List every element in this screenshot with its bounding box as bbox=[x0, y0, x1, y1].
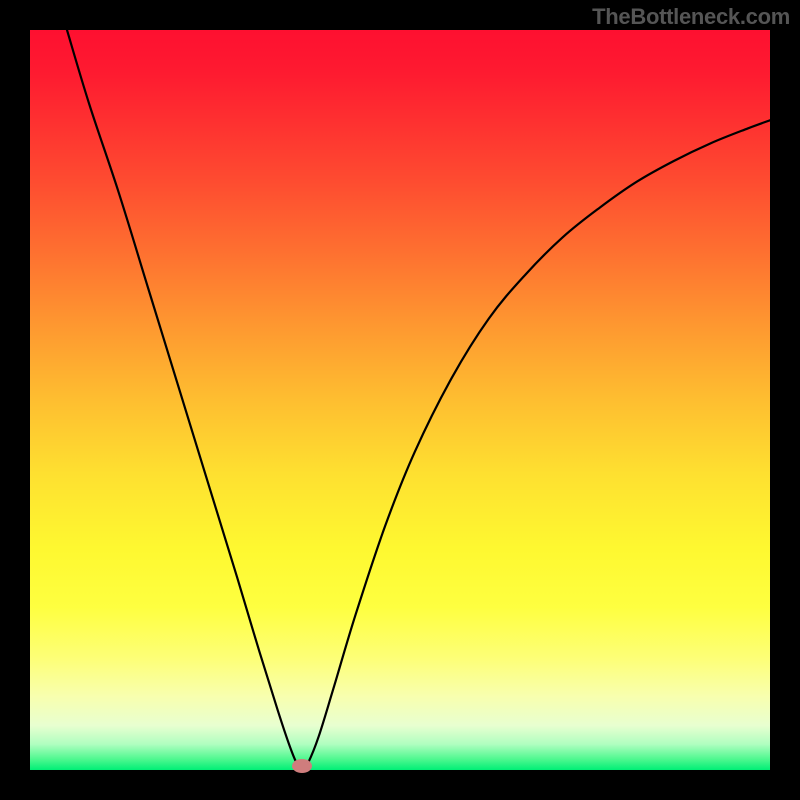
watermark-text: TheBottleneck.com bbox=[592, 4, 790, 30]
plot-area bbox=[30, 30, 770, 770]
bottleneck-curve bbox=[30, 30, 770, 770]
optimum-marker bbox=[292, 759, 312, 773]
